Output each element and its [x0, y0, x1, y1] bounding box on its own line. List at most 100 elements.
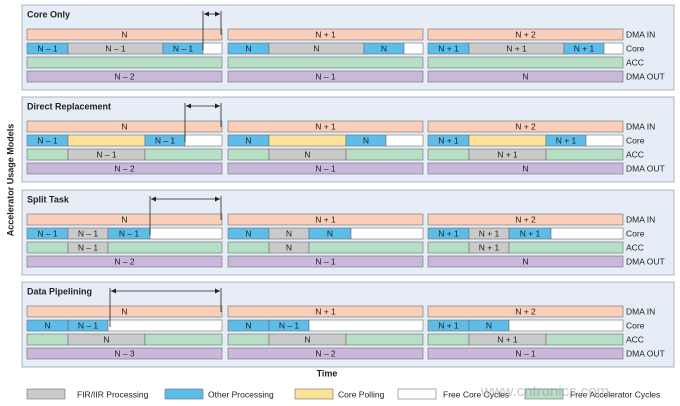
segment [26, 162, 223, 175]
segment-label: N [363, 135, 369, 145]
panel-title: Direct Replacement [27, 101, 111, 111]
lane-label: Core [626, 135, 645, 145]
segment-label: N [327, 228, 333, 238]
legend-label: Free Core Cycles [443, 389, 509, 399]
segment [227, 305, 424, 318]
segment-label: N – 1 [155, 135, 176, 145]
lane-label: DMA IN [626, 121, 655, 131]
segment [227, 56, 424, 69]
legend-label: Other Processing [208, 389, 274, 399]
segment [603, 42, 624, 55]
lane-label: Core [626, 320, 645, 330]
legend-label: Core Polling [338, 389, 385, 399]
segment [427, 347, 624, 360]
segment [26, 28, 223, 41]
segment-label: N [103, 334, 109, 344]
segment-label: N [245, 228, 251, 238]
segment-label: N – 2 [315, 348, 336, 358]
segment [345, 148, 424, 161]
segment-label: N – 3 [114, 348, 135, 358]
segment [427, 333, 470, 346]
segment [26, 305, 223, 318]
segment [427, 148, 470, 161]
segment-label: N – 1 [96, 149, 117, 159]
segment-label: N + 1 [497, 334, 518, 344]
legend-swatch [524, 388, 564, 400]
segment [26, 255, 223, 268]
segment-label: N [381, 43, 387, 53]
segment [427, 305, 624, 318]
segment-label: N [304, 334, 310, 344]
segment [26, 70, 223, 83]
segment-label: N – 1 [105, 43, 126, 53]
segment [26, 347, 223, 360]
segment-label: N [286, 242, 292, 252]
lane-label: ACC [626, 57, 644, 67]
segment-label: N – 2 [114, 256, 135, 266]
lane-label: DMA IN [626, 214, 655, 224]
segment-label: N + 1 [479, 242, 500, 252]
segment-label: N – 1 [78, 228, 99, 238]
segment [227, 28, 424, 41]
legend-label: FIR/IIR Processing [77, 389, 149, 399]
segment-label: N – 1 [119, 228, 140, 238]
segment [26, 120, 223, 133]
segment-label: N + 1 [438, 320, 459, 330]
segment-label: N + 1 [556, 135, 577, 145]
segment [227, 213, 424, 226]
segment [26, 148, 69, 161]
segment [345, 333, 424, 346]
segment [545, 333, 624, 346]
segment [427, 28, 624, 41]
segment [144, 333, 223, 346]
segment-label: N – 1 [315, 256, 336, 266]
segment-label: N [522, 256, 528, 266]
segment [403, 42, 424, 55]
lane-label: ACC [626, 149, 644, 159]
segment-label: N [522, 71, 528, 81]
segment-label: N + 1 [574, 43, 595, 53]
segment [468, 134, 547, 147]
segment [427, 70, 624, 83]
segment [144, 148, 223, 161]
watermark: www.cntronics.com [480, 383, 609, 400]
segment [308, 241, 424, 254]
lane-label: ACC [626, 334, 644, 344]
segment-label: N [121, 214, 127, 224]
segment-label: N – 1 [315, 71, 336, 81]
lane-label: DMA OUT [626, 71, 665, 81]
segment-label: N + 1 [315, 29, 336, 39]
segment-label: N + 1 [315, 121, 336, 131]
segment-label: N – 1 [78, 320, 99, 330]
segment-label: N – 1 [315, 163, 336, 173]
segment-label: N – 1 [78, 242, 99, 252]
segment-label: N + 1 [497, 149, 518, 159]
lane-label: ACC [626, 242, 644, 252]
segment-label: N [245, 43, 251, 53]
segment-label: N + 1 [506, 43, 527, 53]
lane-label: DMA OUT [626, 163, 665, 173]
segment [67, 134, 146, 147]
segment [427, 213, 624, 226]
segment [227, 70, 424, 83]
segment-label: N + 1 [520, 228, 541, 238]
segment-label: N + 1 [479, 228, 500, 238]
segment [427, 120, 624, 133]
segment [227, 148, 270, 161]
legend-swatch [26, 388, 66, 400]
segment-label: N – 1 [515, 348, 536, 358]
segment-label: N + 1 [315, 214, 336, 224]
segment [550, 227, 624, 240]
segment-label: N [245, 320, 251, 330]
segment [107, 319, 223, 332]
segment-label: N [304, 149, 310, 159]
segment-label: N [121, 29, 127, 39]
segment-label: N + 2 [515, 29, 536, 39]
segment [427, 241, 470, 254]
segment [26, 333, 69, 346]
segment [427, 162, 624, 175]
segment [227, 162, 424, 175]
segment-label: N – 1 [37, 135, 58, 145]
legend-swatch [164, 388, 204, 400]
